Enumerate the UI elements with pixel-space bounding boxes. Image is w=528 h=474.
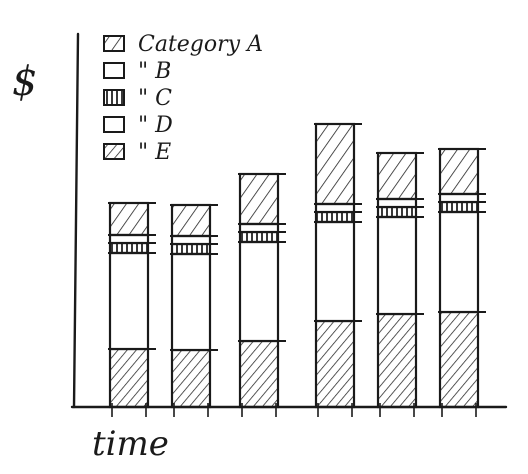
legend-swatch-e bbox=[103, 143, 125, 160]
bar-segment-d-6 bbox=[438, 210, 480, 314]
legend-label-b: " B bbox=[138, 59, 171, 84]
bar-segment-b-4 bbox=[314, 202, 356, 214]
bar-stack-3 bbox=[238, 172, 286, 417]
bar-stack-5 bbox=[376, 151, 424, 417]
bar-stack-2 bbox=[170, 203, 218, 417]
legend-swatch-b bbox=[103, 62, 125, 79]
bar-segment-a-6 bbox=[438, 147, 480, 196]
bar-segment-d-4 bbox=[314, 220, 356, 323]
y-axis-label: $ bbox=[12, 59, 37, 105]
legend-swatch-c bbox=[103, 89, 125, 106]
y-axis bbox=[72, 32, 80, 409]
bar-segment-d-2 bbox=[170, 252, 212, 352]
bar-segment-a-5 bbox=[376, 151, 418, 201]
bar-segment-c-2 bbox=[170, 242, 212, 256]
bar-segment-c-6 bbox=[438, 200, 480, 214]
bar-stack-4 bbox=[314, 122, 362, 417]
bar-segment-c-5 bbox=[376, 205, 418, 219]
bar-segment-b-2 bbox=[170, 234, 212, 246]
legend: Category A" B" C" D" E bbox=[103, 32, 263, 165]
bar-segment-e-2 bbox=[170, 348, 212, 409]
bar-segment-c-1 bbox=[108, 241, 150, 255]
legend-label-c: " C bbox=[138, 86, 172, 111]
bar-segment-e-4 bbox=[314, 319, 356, 409]
bars-group bbox=[108, 122, 486, 417]
bar-segment-e-1 bbox=[108, 347, 150, 409]
legend-swatch-d bbox=[103, 116, 125, 133]
bar-segment-a-2 bbox=[170, 203, 212, 238]
legend-label-e: " E bbox=[138, 140, 171, 165]
bar-segment-e-5 bbox=[376, 312, 418, 409]
bar-segment-a-1 bbox=[108, 201, 150, 237]
legend-label-a: Category A bbox=[138, 32, 263, 57]
bar-segment-b-1 bbox=[108, 233, 150, 245]
bar-segment-e-3 bbox=[238, 339, 280, 409]
bar-segment-c-3 bbox=[238, 230, 280, 244]
x-axis-label: time bbox=[92, 424, 169, 464]
bar-segment-d-1 bbox=[108, 251, 150, 351]
bar-segment-a-4 bbox=[314, 122, 356, 206]
bar-segment-d-3 bbox=[238, 240, 280, 343]
bar-segment-b-6 bbox=[438, 192, 480, 204]
legend-swatch-a bbox=[103, 35, 125, 52]
bar-segment-a-3 bbox=[238, 172, 280, 226]
bar-segment-b-5 bbox=[376, 197, 418, 209]
legend-label-d: " D bbox=[138, 113, 173, 138]
bar-segment-e-6 bbox=[438, 310, 480, 409]
bar-segment-b-3 bbox=[238, 222, 280, 234]
bar-stack-6 bbox=[438, 147, 486, 417]
bar-segment-c-4 bbox=[314, 210, 356, 224]
bar-stack-1 bbox=[108, 201, 156, 417]
bar-segment-d-5 bbox=[376, 215, 418, 316]
